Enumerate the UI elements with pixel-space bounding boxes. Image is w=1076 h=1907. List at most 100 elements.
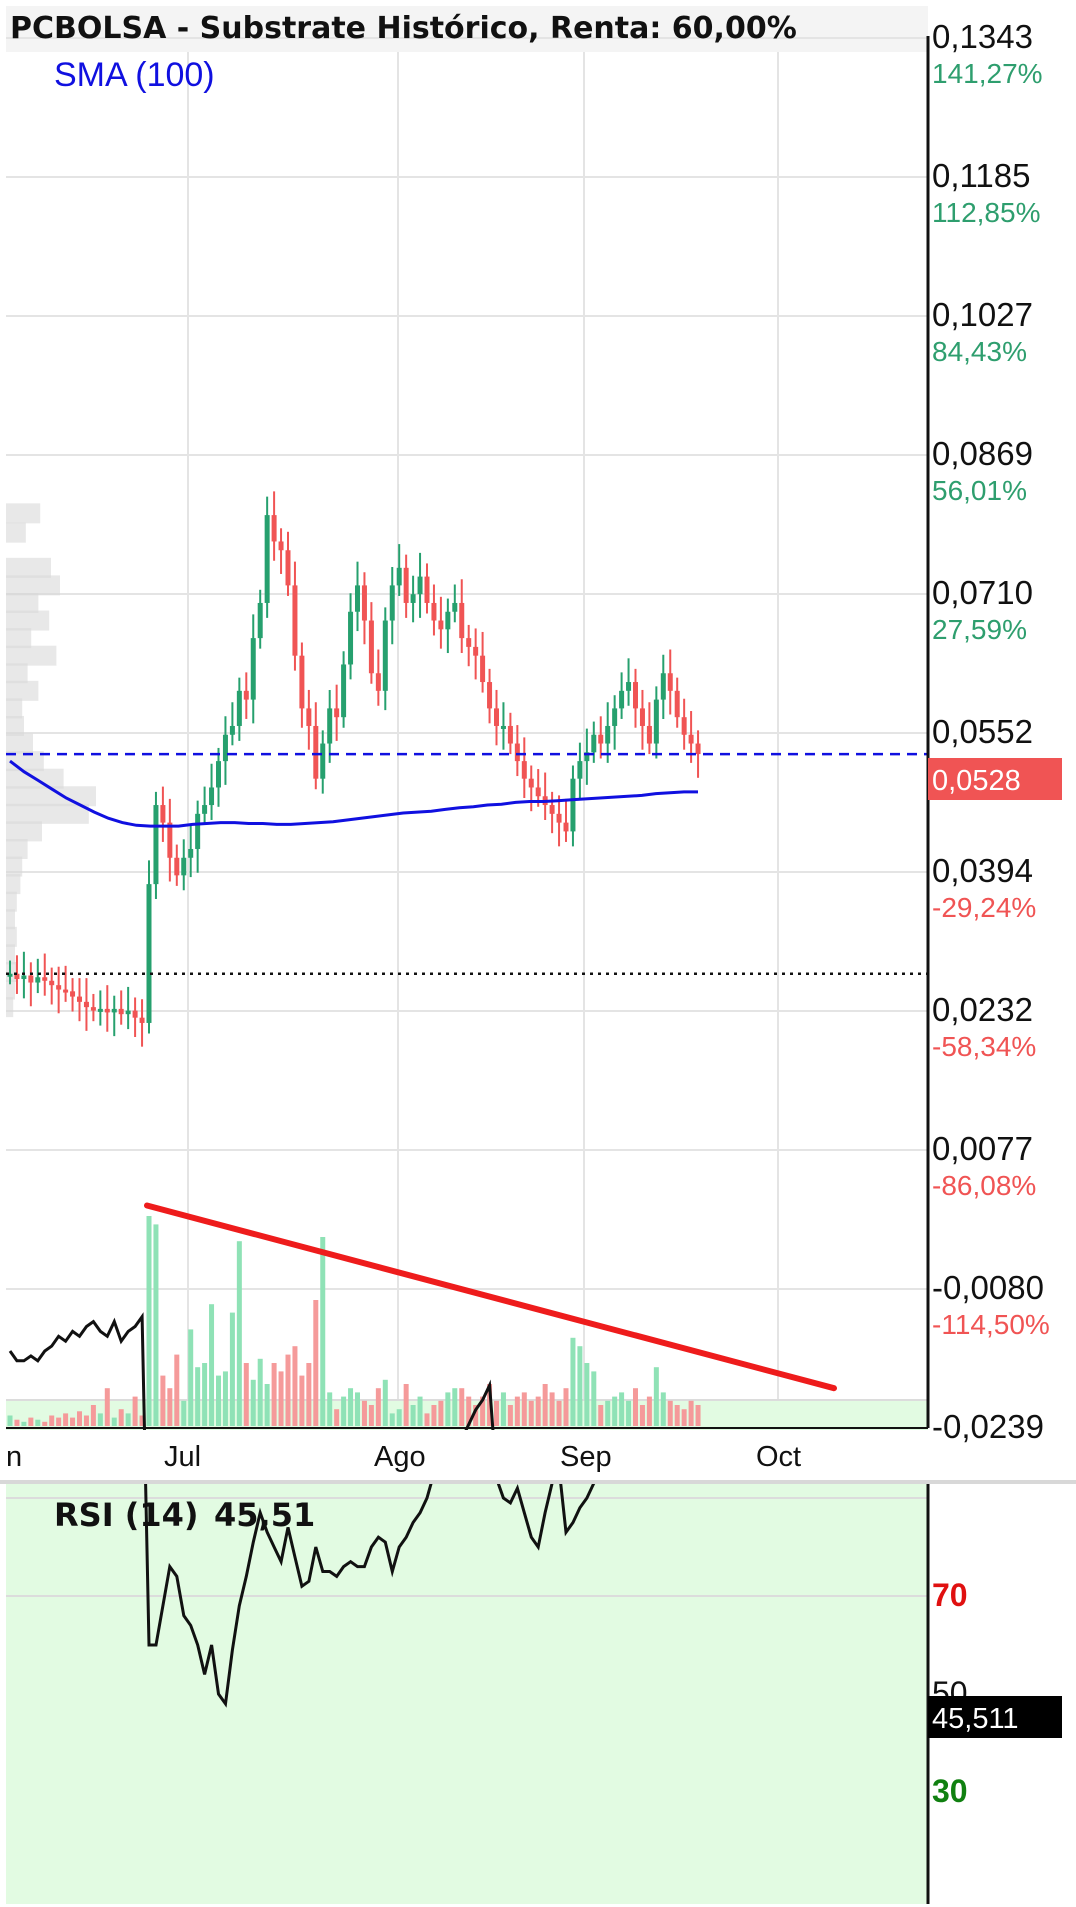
volume-bar [410, 1405, 416, 1426]
candle-body [174, 857, 180, 876]
volume-bar [35, 1419, 41, 1426]
candle-body [695, 743, 701, 755]
volume-profile-bar [6, 680, 39, 701]
volume-bar [341, 1396, 347, 1426]
volume-bar [42, 1421, 48, 1426]
volume-bar [139, 1415, 145, 1426]
volume-bar [674, 1405, 680, 1426]
volume-bar [70, 1417, 76, 1426]
candle-body [188, 848, 194, 858]
rsi-line-group [8, 1312, 602, 1708]
pct-tick-label: -86,08% [932, 1170, 1036, 1201]
volume-bar [403, 1384, 409, 1426]
volume-profile-bar [6, 874, 21, 895]
candle-body [598, 734, 604, 744]
volume-bar [181, 1400, 187, 1426]
price-tick-label: 0,0710 [932, 574, 1033, 611]
xaxis-label-jun: n [6, 1441, 22, 1473]
volume-bar [431, 1405, 437, 1426]
volume-bar [549, 1392, 555, 1426]
pct-tick-label: 112,85% [932, 197, 1040, 228]
candle-body [514, 743, 520, 762]
candle-body [591, 734, 597, 753]
volume-bar [132, 1396, 138, 1426]
candle-body [222, 734, 228, 762]
title-bar [6, 6, 928, 52]
volume-bars [7, 1216, 701, 1426]
volume-profile-bar [6, 610, 50, 631]
candle-body [292, 585, 298, 656]
pct-tick-label: 141,27% [932, 58, 1043, 89]
candle-body [480, 655, 486, 683]
volume-bar [535, 1396, 541, 1426]
volume-bar [313, 1300, 319, 1426]
volume-bar [97, 1413, 103, 1426]
volume-bar [619, 1392, 625, 1426]
volume-profile-bar [6, 522, 26, 543]
volume-bar [480, 1396, 486, 1426]
volume-bar [250, 1379, 256, 1426]
candle-body [355, 585, 360, 612]
candle-body [118, 1008, 124, 1015]
candle-body [181, 857, 187, 876]
volume-bar [591, 1371, 597, 1426]
volume-profile-bar [6, 663, 28, 684]
volume-profile-bar [6, 961, 17, 982]
candle-body [285, 550, 291, 586]
candle-body [577, 761, 583, 779]
candle-body [229, 725, 235, 735]
candle-body [153, 805, 159, 885]
candle-body [104, 1008, 110, 1013]
sma-line [9, 759, 698, 828]
price-tick-label: 0,1027 [932, 296, 1033, 333]
volume-bar [417, 1396, 423, 1426]
volume-bar [7, 1415, 13, 1426]
volume-profile-bar [6, 645, 57, 666]
volume-bar [77, 1411, 82, 1426]
volume-bar [605, 1400, 611, 1426]
rsi-legend-value: 45,51 [214, 1496, 315, 1534]
candle-body [549, 805, 555, 814]
volume-bar [146, 1216, 152, 1426]
candle-body [396, 567, 402, 586]
volume-bar [202, 1363, 208, 1426]
candle-body [70, 991, 76, 997]
candle-body [160, 805, 166, 823]
volume-bar [348, 1388, 354, 1426]
candle-body [660, 673, 666, 700]
candle-body [306, 708, 312, 726]
rsi-current-tag: 45,511 [928, 1696, 1062, 1738]
candle-body [521, 761, 527, 779]
volume-bar [111, 1417, 117, 1426]
volume-bar [56, 1417, 62, 1426]
pct-tick-label: -29,24% [932, 892, 1036, 923]
rsi-line [8, 1312, 602, 1708]
candle-body [209, 787, 215, 806]
price-tick-label: -0,0239 [932, 1408, 1044, 1445]
candle-body [195, 813, 201, 849]
candle-body [459, 602, 465, 639]
volume-bar [389, 1413, 395, 1426]
volume-bar [188, 1329, 194, 1426]
volume-bar [660, 1392, 666, 1426]
candle-body [500, 725, 506, 729]
volume-profile-bar [6, 891, 17, 912]
price-tick-label: 0,0552 [932, 713, 1033, 750]
candle-body [83, 1001, 89, 1008]
volume-bar [452, 1388, 458, 1426]
candle-body [639, 708, 645, 726]
volume-bar [681, 1409, 687, 1426]
volume-bar [153, 1224, 159, 1426]
candle-body [361, 585, 367, 621]
candle-body [97, 1008, 103, 1012]
volume-bar [528, 1400, 534, 1426]
volume-bar [28, 1417, 34, 1426]
volume-bar [473, 1405, 479, 1426]
volume-bar [459, 1388, 465, 1426]
candle-body [334, 708, 340, 718]
volume-bar [375, 1388, 381, 1426]
candle-body [563, 822, 569, 832]
reference-lines [6, 752, 928, 975]
volume-profile-bar [6, 979, 15, 1000]
pct-tick-label: 84,43% [932, 336, 1027, 367]
